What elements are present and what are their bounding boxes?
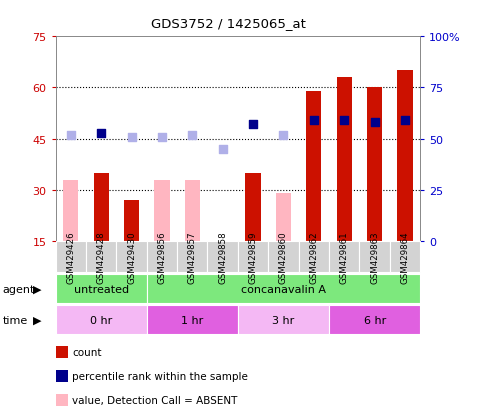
Text: GSM429430: GSM429430 [127, 231, 136, 283]
Text: count: count [72, 347, 102, 357]
Text: GSM429859: GSM429859 [249, 231, 257, 283]
Point [310, 118, 318, 124]
Bar [245, 173, 261, 242]
Text: agent: agent [2, 284, 35, 294]
Point [341, 118, 348, 124]
Text: ▶: ▶ [33, 315, 42, 325]
FancyBboxPatch shape [147, 306, 238, 335]
Text: ▶: ▶ [33, 284, 42, 294]
FancyBboxPatch shape [329, 306, 420, 335]
Text: 3 hr: 3 hr [272, 315, 295, 325]
Point [158, 134, 166, 141]
Text: GSM429856: GSM429856 [157, 231, 167, 283]
Point [188, 132, 196, 139]
FancyBboxPatch shape [147, 275, 420, 304]
Point [67, 132, 74, 139]
Point [97, 130, 105, 137]
Text: 1 hr: 1 hr [181, 315, 203, 325]
Bar [306, 92, 322, 242]
Text: GDS3752 / 1425065_at: GDS3752 / 1425065_at [151, 17, 306, 29]
Bar [63, 180, 78, 242]
Point [401, 118, 409, 124]
Bar [185, 180, 200, 242]
Text: GSM429426: GSM429426 [66, 231, 75, 283]
FancyBboxPatch shape [56, 306, 147, 335]
Bar [94, 173, 109, 242]
Bar [367, 88, 382, 242]
Text: untreated: untreated [73, 284, 128, 294]
Bar [124, 201, 139, 242]
Point [249, 122, 257, 128]
Text: GSM429861: GSM429861 [340, 231, 349, 283]
Bar [398, 71, 412, 242]
Text: GSM429862: GSM429862 [309, 231, 318, 283]
Bar [337, 78, 352, 242]
Bar [276, 194, 291, 242]
FancyBboxPatch shape [56, 275, 147, 304]
Point [219, 146, 227, 153]
Text: GSM429860: GSM429860 [279, 231, 288, 283]
Text: 0 hr: 0 hr [90, 315, 112, 325]
Point [280, 132, 287, 139]
Text: GSM429858: GSM429858 [218, 231, 227, 283]
Bar [154, 180, 170, 242]
Text: GSM429857: GSM429857 [188, 231, 197, 283]
Text: value, Detection Call = ABSENT: value, Detection Call = ABSENT [72, 395, 238, 405]
Text: concanavalin A: concanavalin A [241, 284, 326, 294]
Text: GSM429864: GSM429864 [400, 231, 410, 283]
FancyBboxPatch shape [238, 306, 329, 335]
Text: time: time [2, 315, 28, 325]
Point [371, 120, 379, 126]
Text: percentile rank within the sample: percentile rank within the sample [72, 371, 248, 381]
Text: GSM429863: GSM429863 [370, 231, 379, 283]
Text: GSM429428: GSM429428 [97, 231, 106, 283]
Point [128, 134, 135, 141]
Text: 6 hr: 6 hr [364, 315, 386, 325]
